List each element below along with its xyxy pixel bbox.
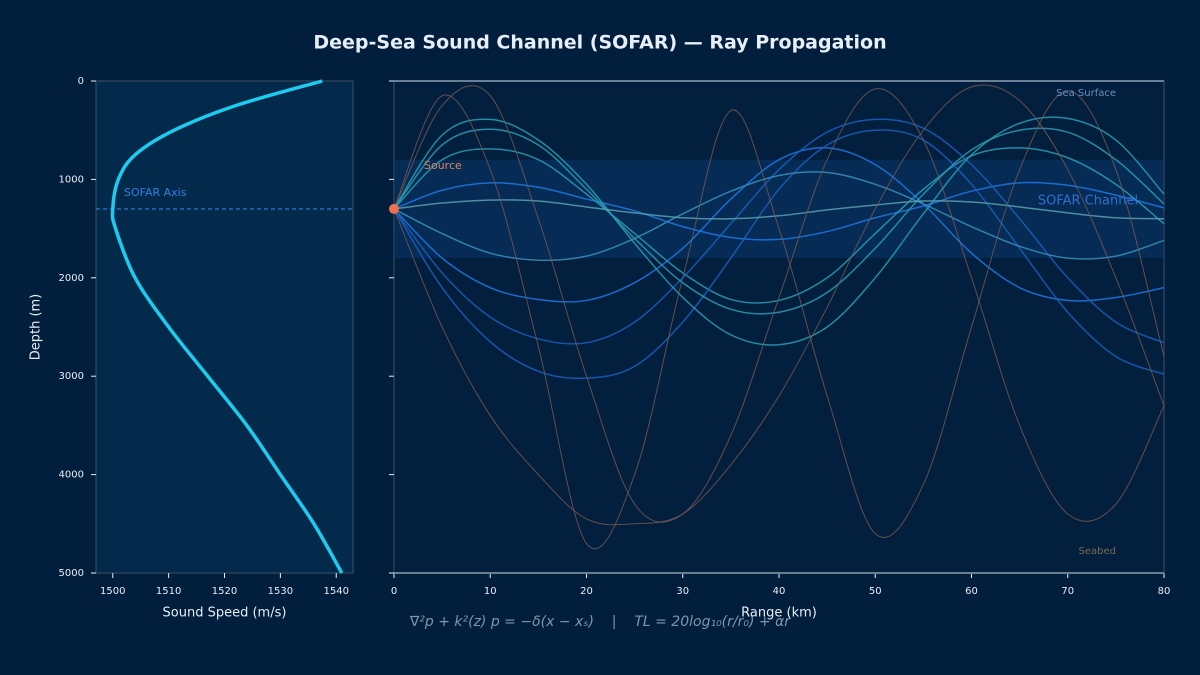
y-tick-label: 0: [78, 76, 84, 87]
x-tick-label: 60: [965, 586, 978, 597]
y-tick-label: 4000: [59, 470, 84, 481]
x-tick-label: 1510: [156, 586, 181, 597]
y-tick-label: 5000: [59, 568, 84, 579]
x-tick-label: 10: [484, 586, 497, 597]
x-axis-label: Range (km): [741, 606, 817, 621]
data-line: [393, 116, 1165, 346]
source: [389, 203, 399, 214]
x-tick-label: 30: [676, 586, 689, 597]
x-tick-label: 1520: [212, 586, 237, 597]
plot-area: [95, 80, 354, 574]
x-tick-label: 1500: [100, 586, 125, 597]
surface-label: Sea Surface: [1056, 88, 1116, 99]
y-tick-label: 3000: [59, 371, 84, 382]
x-tick-label: 0: [391, 586, 397, 597]
channel-band: [394, 159, 1164, 259]
y-axis-label: Depth (m): [29, 294, 44, 361]
data-line: [393, 181, 1165, 241]
annotation: SOFAR Axis: [124, 186, 187, 199]
data-line: [393, 147, 1165, 304]
y-tick-label: 1000: [59, 174, 84, 185]
x-axis-label: Sound Speed (m/s): [163, 606, 287, 621]
x-tick-label: 70: [1061, 586, 1074, 597]
data-line: [393, 199, 1165, 220]
x-tick-label: 80: [1158, 586, 1171, 597]
data-line: [393, 147, 1165, 303]
plot-area: [393, 80, 1165, 574]
x-tick-label: 50: [869, 586, 882, 597]
title: Deep-Sea Sound Channel (SOFAR) — Ray Pro…: [313, 32, 886, 54]
data-line: [393, 84, 1165, 526]
source-label: Source: [424, 159, 462, 172]
data-line: [393, 90, 1165, 550]
x-tick-label: 1530: [268, 586, 293, 597]
formula: ∇²p + k²(z) p = −δ(x − xₛ) | TL = 20log₁…: [409, 614, 791, 630]
x-tick-label: 40: [773, 586, 786, 597]
channel-label: SOFAR Channel: [1038, 194, 1138, 209]
data-line: [393, 171, 1165, 261]
x-tick-label: 20: [580, 586, 593, 597]
data-line: [393, 85, 1165, 523]
y-tick-label: 2000: [59, 273, 84, 284]
data-line: [393, 118, 1165, 345]
data-line: [393, 129, 1165, 380]
seabed-label: Seabed: [1079, 546, 1116, 557]
x-tick-label: 1540: [324, 586, 349, 597]
data-line: [110, 79, 344, 574]
data-line: [393, 127, 1165, 315]
